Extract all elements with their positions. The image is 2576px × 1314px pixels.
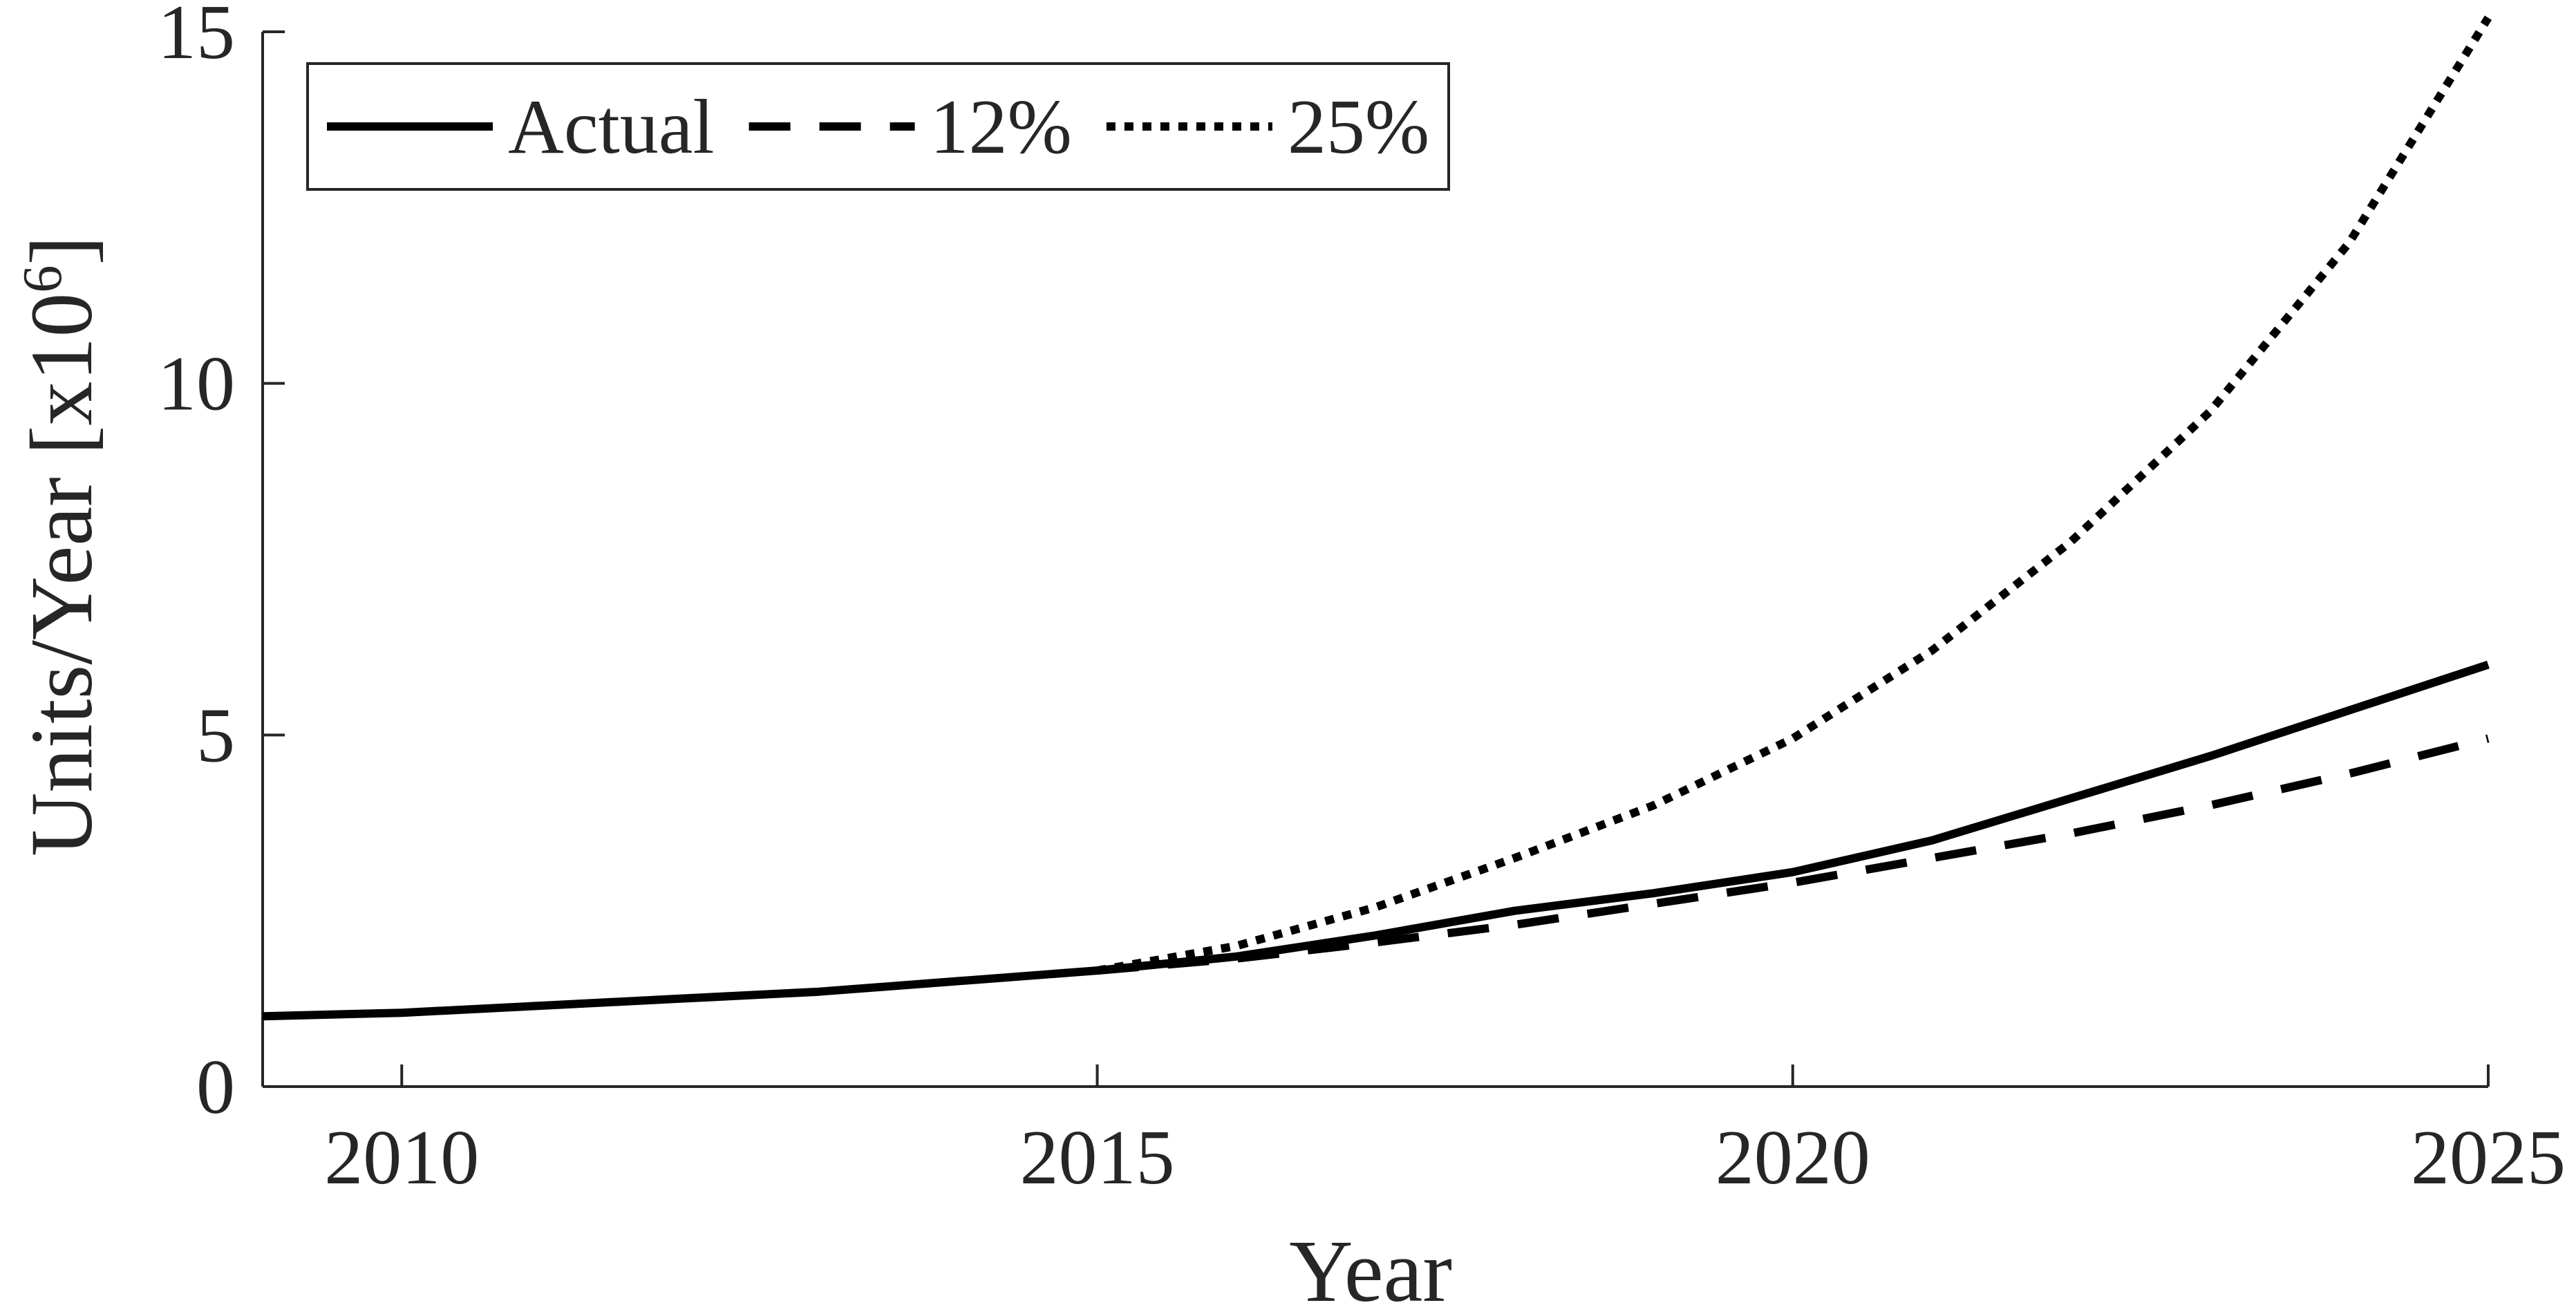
y-tick-label: 0 bbox=[196, 1044, 235, 1130]
series-line-2 bbox=[1096, 734, 2490, 975]
legend-label-2: 12% bbox=[930, 84, 1072, 170]
y-axis-title-exponent: 6 bbox=[12, 265, 73, 293]
y-tick-label: 15 bbox=[158, 0, 235, 75]
x-axis-title: Year bbox=[1289, 1222, 1452, 1314]
legend-label-3: 25% bbox=[1288, 84, 1429, 170]
series-line-1 bbox=[262, 660, 2490, 1021]
legend-label-1: Actual bbox=[508, 84, 715, 170]
y-axis-title: Units/Year [x106] bbox=[12, 236, 111, 856]
chart-legend: Actual 12% 25% bbox=[306, 62, 1450, 191]
x-tick-label: 2025 bbox=[2411, 1115, 2566, 1201]
chart-ticks: 2010 2015 2020 2025 0 5 10 15 bbox=[158, 0, 2566, 1201]
x-tick-label: 2020 bbox=[1715, 1115, 1870, 1201]
x-tick-label: 2010 bbox=[324, 1115, 479, 1201]
y-axis-title-suffix: ] bbox=[12, 236, 111, 265]
y-tick-label: 5 bbox=[196, 693, 235, 778]
chart-series bbox=[262, 15, 2492, 1021]
x-tick-label: 2015 bbox=[1020, 1115, 1175, 1201]
series-line-3 bbox=[1096, 15, 2492, 975]
y-tick-label: 10 bbox=[158, 341, 235, 427]
chart-axes bbox=[261, 32, 2488, 1088]
y-axis-title-text: Units/Year [x10 bbox=[12, 293, 111, 856]
